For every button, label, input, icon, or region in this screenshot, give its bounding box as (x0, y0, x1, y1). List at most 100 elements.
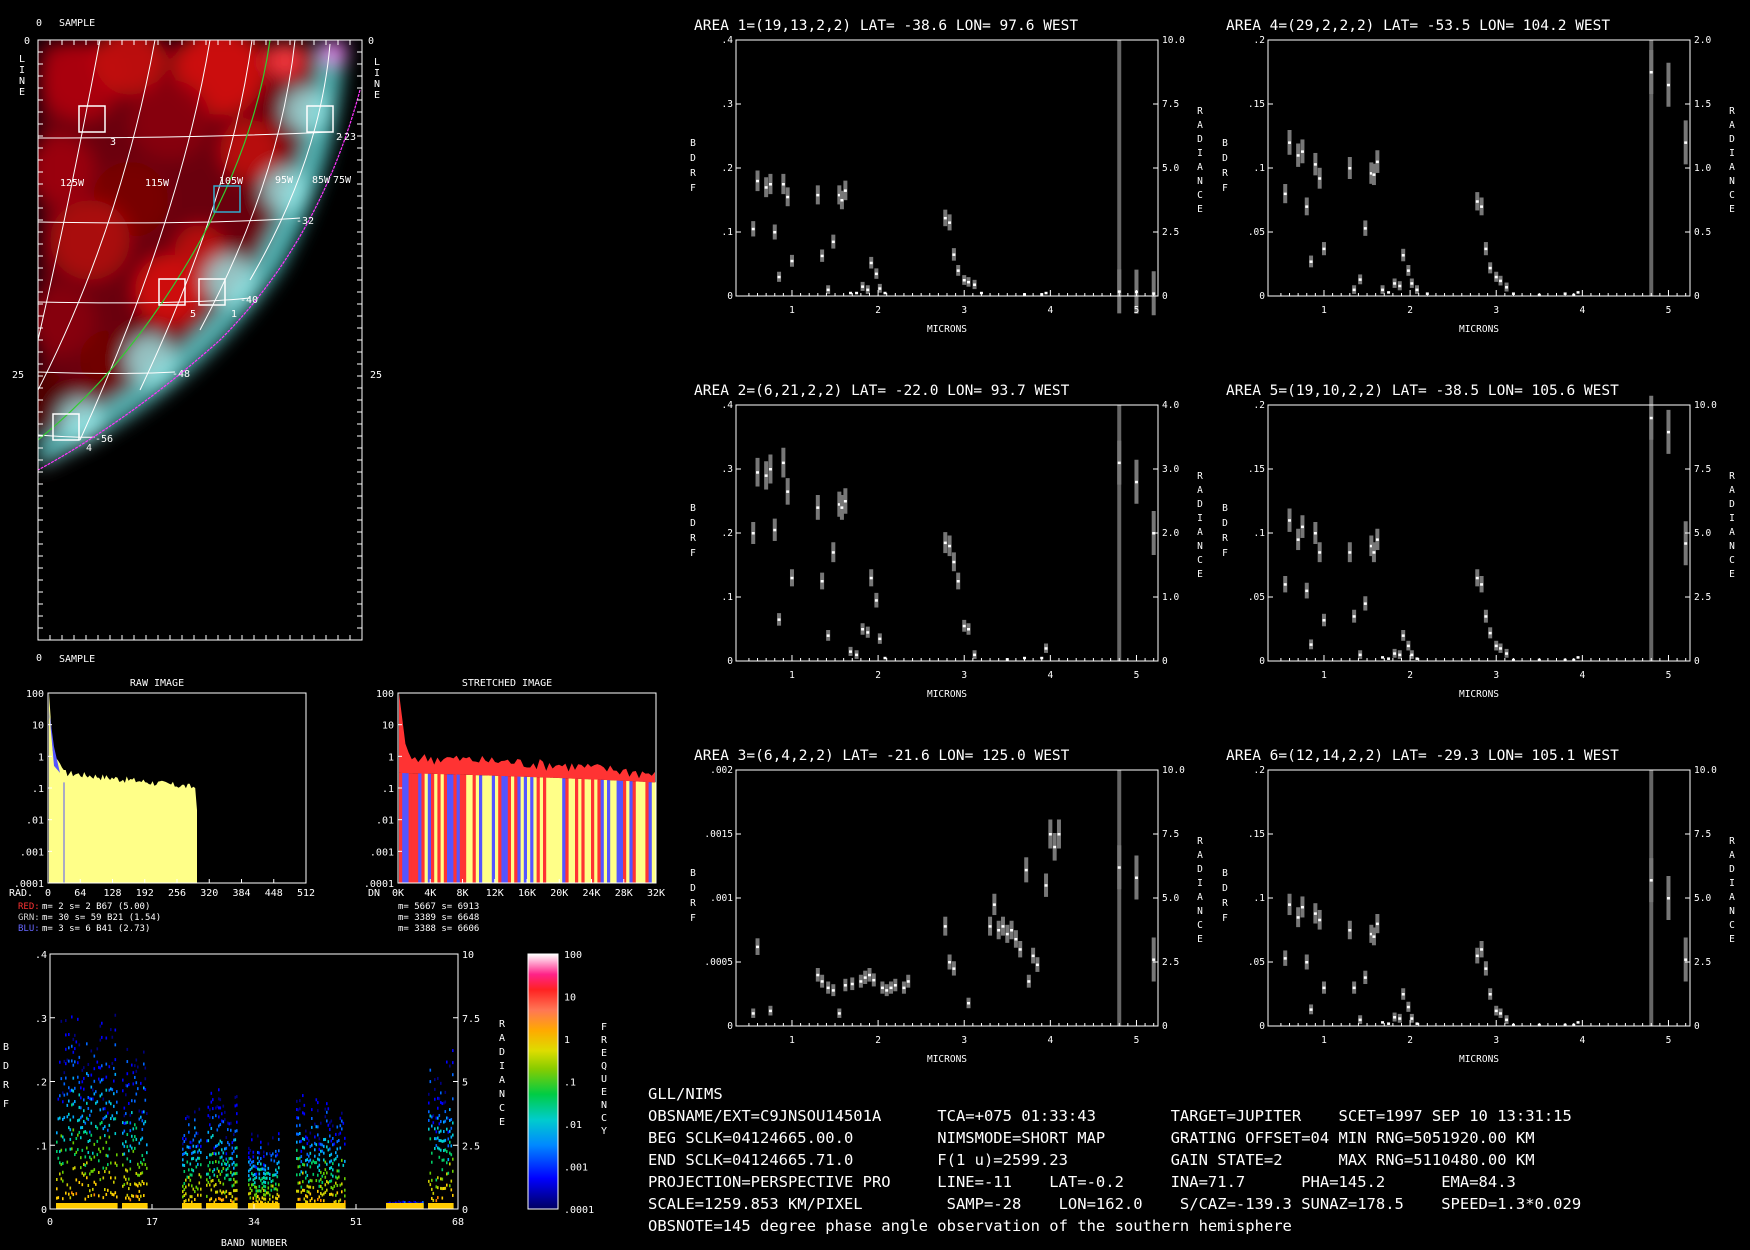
frequency-cell (233, 1200, 235, 1204)
frequency-cell (213, 1203, 216, 1209)
frequency-cell (437, 1186, 439, 1190)
frequency-cell (446, 1116, 448, 1120)
frequency-cell (108, 1088, 111, 1092)
data-point (826, 634, 830, 637)
frequency-cell (200, 1187, 202, 1191)
stat-label: BLU: (18, 924, 40, 934)
frequency-cell (215, 1190, 217, 1194)
histogram-bar (597, 779, 602, 883)
frequency-cell (312, 1203, 315, 1209)
histogram-bar (559, 778, 563, 883)
frequency-cell (311, 1125, 313, 1129)
frequency-cell (192, 1156, 195, 1160)
frequency-cell (275, 1187, 277, 1191)
data-point (889, 986, 893, 990)
frequency-cell (323, 1203, 325, 1209)
frequency-cell (68, 1192, 70, 1196)
letter: E (1197, 204, 1203, 215)
x-tick-label: 5 (1134, 670, 1140, 681)
frequency-cell (191, 1203, 193, 1209)
frequency-cell (188, 1145, 190, 1149)
data-point (826, 288, 830, 292)
histogram-bar (555, 777, 560, 883)
letter: I (1729, 513, 1735, 524)
frequency-cell (194, 1110, 196, 1114)
frequency-cell (138, 1189, 141, 1193)
frequency-cell (309, 1178, 312, 1182)
frequency-cell (102, 1176, 105, 1180)
frequency-cell (105, 1075, 108, 1079)
frequency-cell (306, 1190, 309, 1194)
frequency-cell (299, 1131, 301, 1135)
frequency-cell (219, 1197, 222, 1201)
frequency-cell (296, 1132, 298, 1136)
frequency-cell (309, 1165, 312, 1169)
frequency-cell (96, 1060, 99, 1064)
frequency-cell (230, 1170, 232, 1174)
frequency-cell (254, 1172, 256, 1176)
frequency-cell (98, 1194, 100, 1198)
y-tick-label: .15 (1248, 464, 1265, 475)
y-tick-label: .1 (1254, 528, 1266, 539)
frequency-cell (434, 1137, 436, 1141)
frequency-cell (300, 1154, 303, 1158)
frequency-cell (83, 1130, 85, 1134)
frequency-cell (143, 1050, 145, 1054)
longitude-label: 75W (333, 175, 352, 186)
frequency-cell (228, 1157, 231, 1161)
frequency-cell (126, 1072, 129, 1076)
frequency-cell (123, 1106, 126, 1110)
frequency-cell (129, 1129, 132, 1133)
frequency-cell (218, 1196, 220, 1200)
frequency-cell (248, 1192, 250, 1196)
frequency-cell (210, 1188, 213, 1192)
frequency-cell (98, 1159, 100, 1163)
frequency-cell (338, 1175, 340, 1179)
frequency-cell (296, 1173, 298, 1177)
frequency-cell (320, 1170, 322, 1174)
frequency-cell (224, 1118, 226, 1122)
plot-frame (1267, 769, 1691, 1027)
frequency-cell (276, 1162, 279, 1166)
histogram-bar (651, 782, 656, 883)
frequency-cell (443, 1187, 445, 1191)
frequency-cell (195, 1131, 198, 1135)
frequency-cell (440, 1148, 442, 1152)
letter: I (1197, 513, 1203, 524)
frequency-cell (393, 1203, 396, 1209)
frequency-cell (303, 1103, 306, 1107)
frequency-cell (71, 1147, 73, 1151)
frequency-cell (387, 1203, 390, 1209)
cloud-blob (95, 40, 165, 95)
frequency-cell (182, 1153, 184, 1157)
frequency-cell (222, 1151, 225, 1155)
letter: C (1197, 555, 1203, 566)
frequency-cell (305, 1194, 307, 1198)
frequency-cell (207, 1203, 210, 1209)
frequency-cell (197, 1132, 199, 1136)
frequency-cell (63, 1203, 66, 1209)
histogram-bar (495, 775, 499, 883)
frequency-cell (183, 1152, 186, 1156)
frequency-cell (141, 1119, 144, 1123)
data-point (1369, 932, 1373, 936)
frequency-cell (141, 1127, 144, 1131)
frequency-cell (251, 1203, 253, 1209)
letter: E (374, 90, 380, 101)
frequency-cell (105, 1036, 108, 1040)
y-tick-label: .4 (35, 950, 47, 961)
frequency-cell (257, 1200, 259, 1204)
frequency-cell (318, 1147, 321, 1151)
frequency-cell (123, 1203, 126, 1209)
frequency-cell (60, 1019, 63, 1023)
data-point (1649, 879, 1653, 882)
frequency-cell (269, 1152, 271, 1156)
frequency-cell (207, 1172, 210, 1176)
line-axis-label: LINE (19, 54, 25, 98)
y-tick-label: 0 (727, 1021, 733, 1032)
frequency-cell (72, 1115, 75, 1119)
frequency-cell (299, 1197, 301, 1201)
frequency-cell (335, 1199, 337, 1203)
data-point (1401, 993, 1405, 996)
tick-label: 0 (36, 18, 42, 29)
